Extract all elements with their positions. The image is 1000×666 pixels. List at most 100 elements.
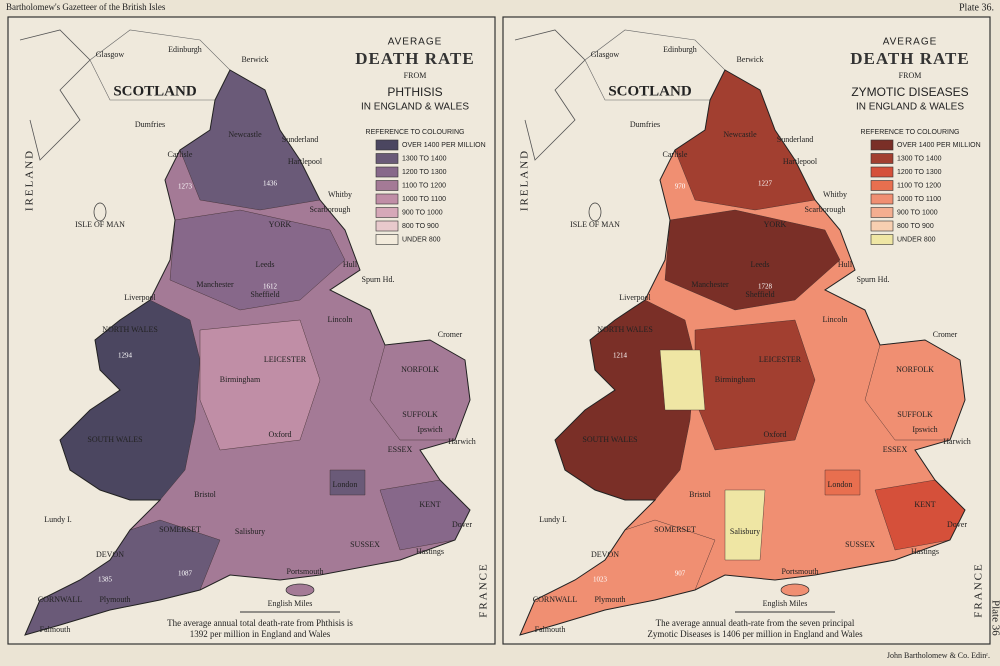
place-label: Whitby [823, 190, 847, 199]
place-label: FRANCE [478, 562, 490, 617]
header-right: Plate 36. [959, 2, 994, 13]
place-label: Hastings [911, 547, 939, 556]
coastline [19, 29, 91, 161]
side-label: Plate 36 [989, 600, 1000, 636]
place-label: Oxford [763, 430, 786, 439]
scale-label: English Miles [763, 599, 808, 608]
legend-swatch [375, 139, 399, 151]
legend-label: 1000 TO 1100 [402, 196, 446, 203]
place-label: Sheffield [250, 290, 279, 299]
legend-swatch [375, 220, 399, 232]
place-label: Ipswich [417, 425, 442, 434]
place-label: Ipswich [912, 425, 937, 434]
legend-label: 1100 TO 1200 [897, 182, 941, 189]
title-main: DEATH RATE [355, 49, 474, 68]
place-label: Manchester [691, 280, 729, 289]
place-label: Lincoln [328, 315, 353, 324]
place-label: Newcastle [723, 130, 757, 139]
place-label: YORK [764, 220, 787, 229]
legend-title: REFERENCE TO COLOURING [366, 129, 465, 136]
county-figure: 1385 [98, 576, 113, 584]
place-label: SOUTH WALES [582, 435, 637, 444]
place-label: LEICESTER [264, 355, 307, 364]
legend-title: REFERENCE TO COLOURING [861, 129, 960, 136]
place-label: Carlisle [168, 150, 193, 159]
place-label: CORNWALL [38, 595, 83, 604]
place-label: SUSSEX [845, 540, 875, 549]
title-top: AVERAGE [883, 37, 938, 48]
place-label: Plymouth [99, 595, 130, 604]
place-label: Portsmouth [287, 567, 324, 576]
place-label: Hastings [416, 547, 444, 556]
legend-label: 800 TO 900 [402, 223, 439, 230]
county-region [664, 209, 841, 311]
place-label: Berwick [736, 55, 763, 64]
legend-swatch [375, 180, 399, 191]
title-from: FROM [404, 71, 427, 80]
title-region: IN ENGLAND & WALES [361, 102, 469, 113]
legend-swatch [870, 234, 894, 245]
place-label: Birmingham [715, 375, 756, 384]
place-label: Glasgow [591, 50, 620, 59]
place-label: SCOTLAND [608, 83, 692, 99]
place-label: Harwich [448, 437, 476, 446]
county-figure: 1273 [178, 183, 193, 191]
legend-swatch [375, 193, 399, 205]
county-region [199, 319, 321, 451]
isle-of-wight [780, 583, 810, 597]
legend-label: UNDER 800 [897, 236, 936, 243]
place-label: Sunderland [777, 135, 813, 144]
place-label: DEVON [591, 550, 619, 559]
title-subject: ZYMOTIC DISEASES [851, 85, 968, 99]
legend-swatch [870, 193, 894, 205]
legend-swatch [870, 139, 894, 151]
place-label: Cromer [438, 330, 463, 339]
place-label: NORTH WALES [597, 325, 653, 334]
legend-swatch [375, 153, 399, 164]
legend-label: 1100 TO 1200 [402, 182, 446, 189]
place-label: NORTH WALES [102, 325, 158, 334]
county-region [694, 319, 816, 451]
place-label: Spurn Hd. [857, 275, 890, 284]
county-region [329, 469, 366, 496]
place-label: Portsmouth [782, 567, 819, 576]
place-label: Sunderland [282, 135, 318, 144]
place-label: Edinburgh [663, 45, 697, 54]
place-label: Bristol [689, 490, 712, 499]
county-region [169, 209, 346, 311]
caption: The average annual total death-rate from… [167, 618, 353, 628]
coast-outline [519, 69, 966, 636]
county-region [824, 469, 861, 496]
legend-label: 800 TO 900 [897, 223, 934, 230]
title-from: FROM [899, 71, 922, 80]
place-label: ISLE OF MAN [75, 220, 125, 229]
place-label: Lundy I. [539, 515, 567, 524]
place-label: Spurn Hd. [362, 275, 395, 284]
place-label: London [333, 480, 358, 489]
place-label: Lincoln [823, 315, 848, 324]
county-figure: 1087 [178, 570, 193, 578]
county-figure: 1612 [263, 283, 278, 291]
legend-label: 1200 TO 1300 [897, 169, 942, 176]
legend-label: UNDER 800 [402, 236, 441, 243]
place-label: Carlisle [663, 150, 688, 159]
place-label: Liverpool [124, 293, 156, 302]
place-label: Glasgow [96, 50, 125, 59]
place-label: Bristol [194, 490, 217, 499]
place-label: YORK [269, 220, 292, 229]
county-figure: 1214 [613, 352, 628, 360]
place-label: IRELAND [24, 149, 36, 211]
place-label: SOMERSET [654, 525, 696, 534]
place-label: Newcastle [228, 130, 262, 139]
place-label: Sheffield [745, 290, 774, 299]
county-figure: 1728 [758, 283, 773, 291]
place-label: Berwick [241, 55, 268, 64]
legend-swatch [870, 180, 894, 191]
legend-label: 1300 TO 1400 [897, 155, 942, 162]
place-label: KENT [914, 500, 935, 509]
header-left: Bartholomew's Gazetteer of the British I… [6, 2, 166, 12]
place-label: Edinburgh [168, 45, 202, 54]
place-label: SOMERSET [159, 525, 201, 534]
place-label: SUSSEX [350, 540, 380, 549]
